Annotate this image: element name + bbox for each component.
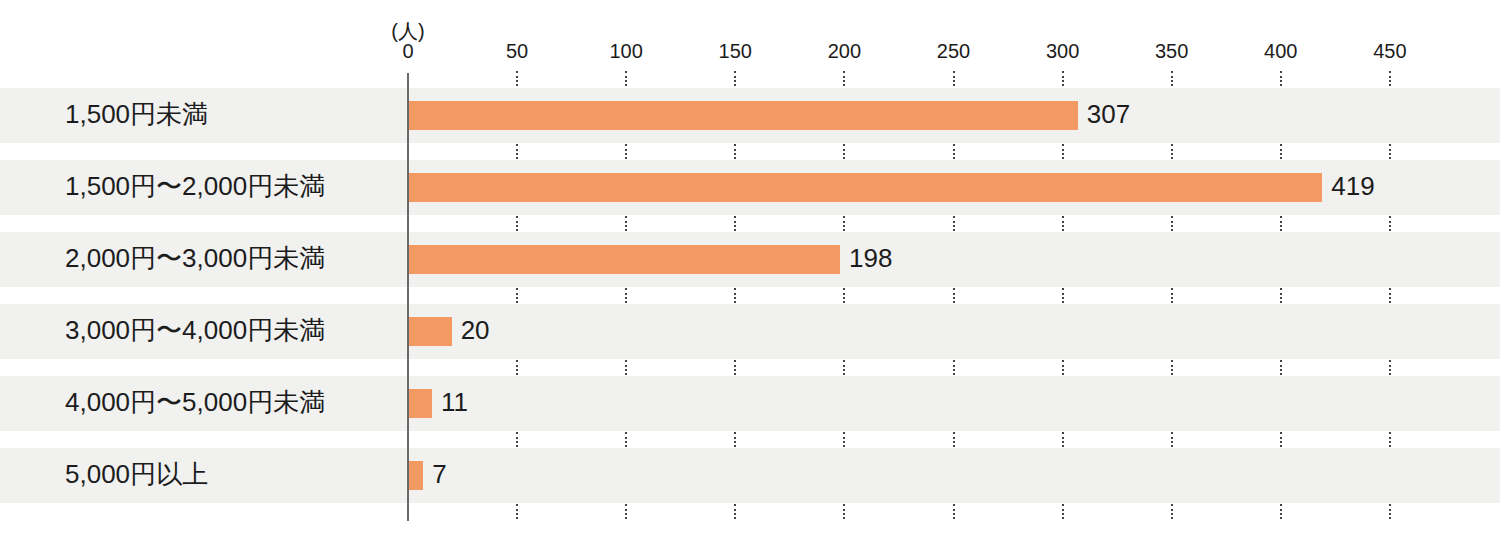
gridline-tick-dots <box>516 432 518 447</box>
gridline-tick-dots <box>516 288 518 303</box>
gridline-tick-dots <box>1171 360 1173 375</box>
gridline-tick-dots <box>1280 216 1282 231</box>
gridline-tick-dots <box>843 432 845 447</box>
gridline-tick-dots <box>953 216 955 231</box>
category-label: 5,000円以上 <box>65 457 208 492</box>
gridline-tick-dots <box>1062 360 1064 375</box>
chart-row-band <box>0 448 1500 503</box>
gridline-tick-dots <box>1062 288 1064 303</box>
gridline-tick-dots <box>516 216 518 231</box>
gridline-tick-dots <box>1171 71 1173 86</box>
gridline-tick-dots <box>1062 504 1064 519</box>
category-label: 1,500円〜2,000円未満 <box>65 169 325 204</box>
gridline-tick-dots <box>953 144 955 159</box>
gridline-tick-dots <box>843 504 845 519</box>
category-label: 4,000円〜5,000円未満 <box>65 385 325 420</box>
x-axis-tick-label: 350 <box>1155 41 1188 61</box>
gridline-tick-dots <box>625 360 627 375</box>
bar <box>408 245 840 274</box>
bar <box>408 101 1078 130</box>
gridline-tick-dots <box>953 432 955 447</box>
gridline-tick-dots <box>516 504 518 519</box>
gridline-tick-dots <box>1280 288 1282 303</box>
category-label: 3,000円〜4,000円未満 <box>65 313 325 348</box>
gridline-tick-dots <box>1171 504 1173 519</box>
x-axis-tick-label: 300 <box>1046 41 1079 61</box>
x-axis-tick-label: 200 <box>828 41 861 61</box>
gridline-tick-dots <box>1171 216 1173 231</box>
bar <box>408 317 452 346</box>
bar <box>408 461 423 490</box>
x-axis-tick-label: 0 <box>402 41 413 61</box>
gridline-tick-dots <box>1389 144 1391 159</box>
gridline-tick-dots <box>1280 432 1282 447</box>
gridline-tick-dots <box>1389 216 1391 231</box>
gridline-tick-dots <box>1171 288 1173 303</box>
gridline-tick-dots <box>734 71 736 86</box>
gridline-tick-dots <box>953 504 955 519</box>
gridline-tick-dots <box>1389 504 1391 519</box>
gridline-tick-dots <box>1062 144 1064 159</box>
x-axis-tick-label: 450 <box>1373 41 1406 61</box>
y-axis-line <box>407 73 409 521</box>
x-axis-tick-label: 50 <box>506 41 528 61</box>
gridline-tick-dots <box>1062 432 1064 447</box>
gridline-tick-dots <box>516 71 518 86</box>
gridline-tick-dots <box>843 360 845 375</box>
x-axis-tick-label: 250 <box>937 41 970 61</box>
x-axis-tick-label: 400 <box>1264 41 1297 61</box>
gridline-tick-dots <box>843 71 845 86</box>
gridline-tick-dots <box>1280 144 1282 159</box>
x-axis-tick-label: 100 <box>610 41 643 61</box>
x-axis-tick-label: 150 <box>719 41 752 61</box>
gridline-tick-dots <box>625 288 627 303</box>
gridline-tick-dots <box>1280 504 1282 519</box>
gridline-tick-dots <box>1171 144 1173 159</box>
gridline-tick-dots <box>625 432 627 447</box>
gridline-tick-dots <box>953 71 955 86</box>
gridline-tick-dots <box>625 216 627 231</box>
gridline-tick-dots <box>843 288 845 303</box>
bar <box>408 173 1322 202</box>
gridline-tick-dots <box>516 144 518 159</box>
gridline-tick-dots <box>734 144 736 159</box>
category-label: 2,000円〜3,000円未満 <box>65 241 325 276</box>
gridline-tick-dots <box>953 360 955 375</box>
category-label: 1,500円未満 <box>65 97 208 132</box>
value-label: 419 <box>1331 171 1374 202</box>
value-label: 11 <box>441 387 468 418</box>
gridline-tick-dots <box>625 504 627 519</box>
bar-chart: (人) 0 50 100 150 200 250 300 350 400 450 1,500円未満… <box>0 0 1500 541</box>
gridline-tick-dots <box>1389 71 1391 86</box>
gridline-tick-dots <box>625 144 627 159</box>
gridline-tick-dots <box>625 71 627 86</box>
gridline-tick-dots <box>1280 71 1282 86</box>
gridline-tick-dots <box>843 216 845 231</box>
gridline-tick-dots <box>734 504 736 519</box>
gridline-tick-dots <box>1389 288 1391 303</box>
gridline-tick-dots <box>734 216 736 231</box>
gridline-tick-dots <box>1389 432 1391 447</box>
gridline-tick-dots <box>734 432 736 447</box>
gridline-tick-dots <box>516 360 518 375</box>
gridline-tick-dots <box>953 288 955 303</box>
axis-unit-label: (人) <box>391 21 424 41</box>
value-label: 307 <box>1087 99 1130 130</box>
gridline-tick-dots <box>843 144 845 159</box>
gridline-tick-dots <box>1389 360 1391 375</box>
gridline-tick-dots <box>734 288 736 303</box>
bar <box>408 389 432 418</box>
gridline-tick-dots <box>1280 360 1282 375</box>
gridline-tick-dots <box>1062 71 1064 86</box>
value-label: 198 <box>849 243 892 274</box>
value-label: 20 <box>461 315 490 346</box>
gridline-tick-dots <box>1062 216 1064 231</box>
gridline-tick-dots <box>1171 432 1173 447</box>
gridline-tick-dots <box>734 360 736 375</box>
value-label: 7 <box>432 459 446 490</box>
